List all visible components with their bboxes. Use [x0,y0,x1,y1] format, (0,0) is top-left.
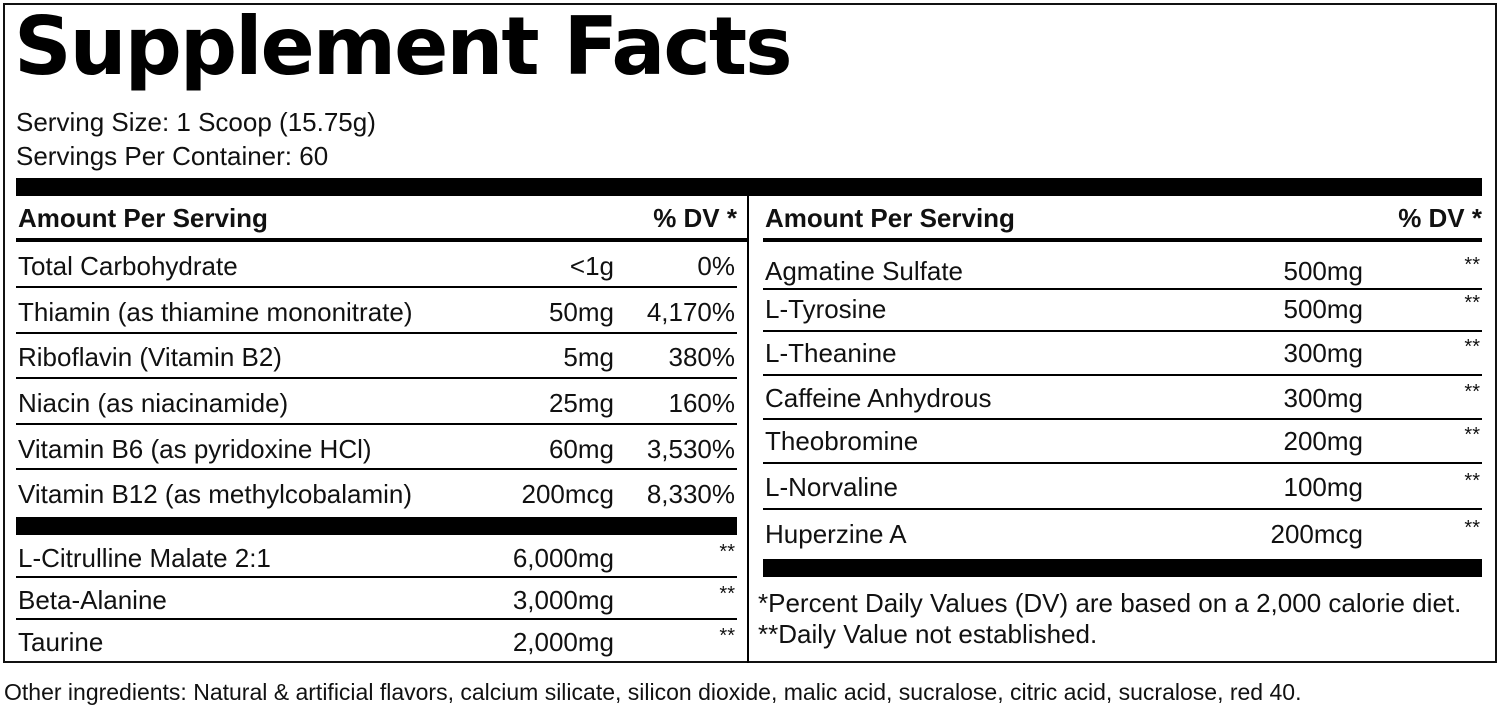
left-mid-thick-bar [16,517,737,535]
row-divider [16,377,737,379]
table-row: L-Citrulline Malate 2:1 6,000mg ** [18,538,737,578]
ingredient-amount: 5mg [563,342,614,372]
ingredient-amount: 100mg [1283,472,1364,502]
ingredient-name: Niacin (as niacinamide) [18,388,289,418]
ingredient-name: Caffeine Anhydrous [765,383,992,413]
table-row: Niacin (as niacinamide) 25mg 160% [18,383,737,423]
table-row: Beta-Alanine 3,000mg ** [18,580,737,620]
ingredient-amount: 300mg [1283,338,1364,368]
ingredient-dv: 160% [668,388,736,418]
serving-size: Serving Size: 1 Scoop (15.75g) [16,107,376,137]
ingredient-amount: 6,000mg [512,543,614,573]
ingredient-dv: ** [1464,381,1480,403]
ingredient-dv: ** [1464,470,1480,492]
ingredient-amount: 50mg [548,297,614,327]
table-row: Riboflavin (Vitamin B2) 5mg 380% [18,337,737,377]
ingredient-name: Thiamin (as thiamine mononitrate) [18,297,413,327]
ingredient-amount: 200mcg [1270,519,1364,549]
table-row: Huperzine A 200mcg ** [765,514,1482,554]
row-divider [16,468,737,470]
ingredient-dv: ** [1464,517,1480,539]
right-bottom-thick-bar [763,559,1482,577]
ingredient-name: Agmatine Sulfate [765,256,964,286]
footnote-not-established: **Daily Value not established. [758,619,1098,649]
ingredient-dv: 3,530% [646,434,735,464]
table-row: Theobromine 200mg ** [765,421,1482,461]
ingredient-dv: ** [719,625,735,647]
ingredient-name: Theobromine [765,426,919,456]
left-header-amount: Amount Per Serving [18,203,268,233]
table-row: Agmatine Sulfate 500mg ** [765,251,1482,291]
column-divider [747,178,749,663]
ingredient-amount: 60mg [548,434,614,464]
ingredient-dv: ** [1464,336,1480,358]
ingredient-amount: <1g [569,251,614,281]
row-divider [763,462,1482,464]
row-divider [16,423,737,425]
table-row: Taurine 2,000mg ** [18,622,737,662]
table-row: L-Norvaline 100mg ** [765,467,1482,507]
table-row: Vitamin B12 (as methylcobalamin) 200mcg 8,… [18,474,737,514]
row-divider [16,576,737,578]
panel-title: Supplement Facts [14,0,793,93]
table-row: L-Tyrosine 500mg ** [765,289,1482,329]
footnote-dv: *Percent Daily Values (DV) are based on … [758,588,1462,618]
row-divider [763,288,1482,290]
ingredient-name: L-Citrulline Malate 2:1 [18,543,271,573]
ingredient-amount: 500mg [1283,256,1364,286]
ingredient-amount: 500mg [1283,294,1364,324]
ingredient-amount: 200mg [1283,426,1364,456]
ingredient-dv: 4,170% [646,297,735,327]
ingredient-dv: ** [719,583,735,605]
other-ingredients: Other ingredients: Natural & artificial … [4,679,1302,705]
ingredient-dv: 380% [668,342,736,372]
row-divider [763,418,1482,420]
row-divider [16,332,737,334]
table-row: Thiamin (as thiamine mononitrate) 50mg 4,1… [18,292,737,332]
row-divider [16,618,737,620]
ingredient-amount: 200mcg [521,479,615,509]
ingredient-dv: 8,330% [646,479,735,509]
top-thick-bar [16,178,1482,196]
row-divider [763,374,1482,376]
right-header-dv: % DV * [1398,203,1482,233]
servings-per-container: Servings Per Container: 60 [16,141,329,171]
right-header-rule [763,238,1482,242]
row-divider [16,286,737,288]
left-header-dv: % DV * [653,203,737,233]
ingredient-name: Total Carbohydrate [18,251,238,281]
ingredient-name: Beta-Alanine [18,585,167,615]
row-divider [763,508,1482,510]
table-row: Total Carbohydrate <1g 0% [18,246,737,286]
ingredient-name: Vitamin B6 (as pyridoxine HCl) [18,434,372,464]
ingredient-name: L-Theanine [765,338,897,368]
ingredient-dv: ** [719,541,735,563]
ingredient-name: L-Tyrosine [765,294,887,324]
right-header-amount: Amount Per Serving [765,203,1015,233]
ingredient-dv: ** [1464,254,1480,276]
row-divider [763,330,1482,332]
supplement-facts-panel [3,3,1497,663]
left-header-rule [16,238,747,242]
ingredient-name: Riboflavin (Vitamin B2) [18,342,282,372]
ingredient-dv: 0% [697,251,735,281]
ingredient-name: L-Norvaline [765,472,898,502]
table-row: Vitamin B6 (as pyridoxine HCl) 60mg 3,530% [18,429,737,469]
ingredient-dv: ** [1464,292,1480,314]
table-row: L-Theanine 300mg ** [765,333,1482,373]
ingredient-amount: 3,000mg [512,585,614,615]
ingredient-amount: 25mg [548,388,614,418]
ingredient-dv: ** [1464,424,1480,446]
ingredient-amount: 2,000mg [512,627,614,657]
ingredient-name: Taurine [18,627,104,657]
table-row: Caffeine Anhydrous 300mg ** [765,378,1482,418]
ingredient-amount: 300mg [1283,383,1364,413]
ingredient-name: Vitamin B12 (as methylcobalamin) [18,479,413,509]
ingredient-name: Huperzine A [765,519,907,549]
